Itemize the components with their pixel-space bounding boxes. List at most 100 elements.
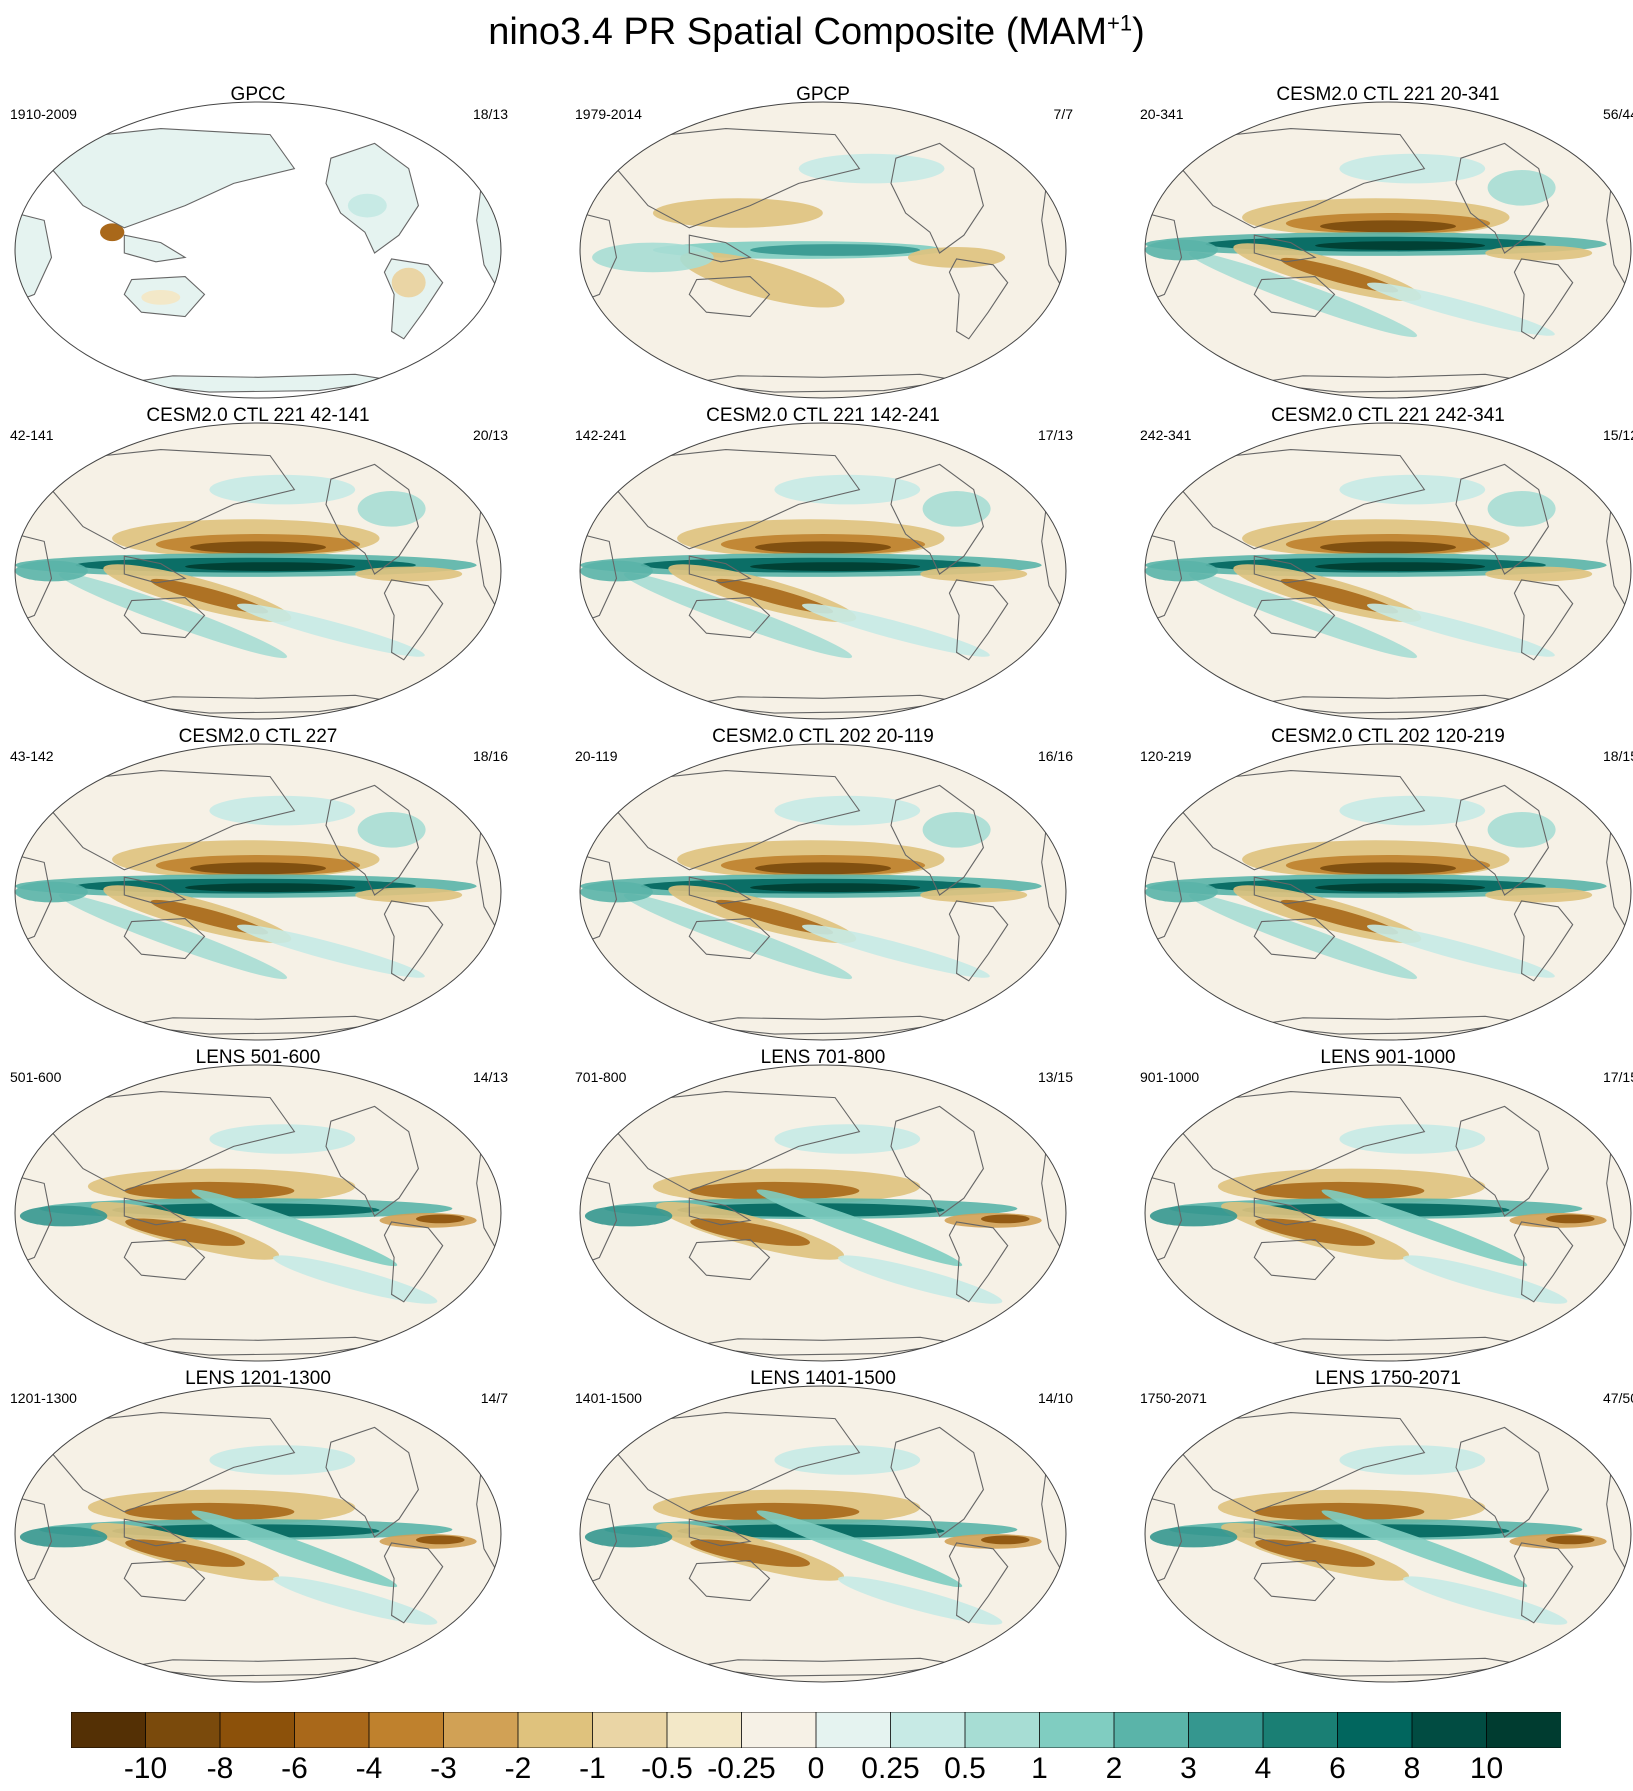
panel-title: LENS 1750-2071 — [1315, 1368, 1461, 1389]
figure-title: nino3.4 PR Spatial Composite (MAM+1) — [0, 8, 1633, 56]
panel-period: 1401-1500 — [575, 1390, 642, 1406]
panel-period: 42-141 — [10, 427, 54, 443]
panel-counts: 16/16 — [1037, 748, 1073, 764]
colorbar-tick-label: 4 — [1254, 1752, 1272, 1785]
colorbar-swatch — [1113, 1712, 1190, 1748]
map-panel: CESM2.0 CTL 202 120-219 120-219 18/15 — [1138, 726, 1633, 1044]
globe-map — [579, 422, 1067, 720]
map-panel: CESM2.0 CTL 221 242-341 242-341 15/12 — [1138, 405, 1633, 723]
colorbar — [71, 1712, 1561, 1748]
panel-period: 242-341 — [1140, 427, 1192, 443]
colorbar-swatch — [964, 1712, 1041, 1748]
colorbar-swatch — [71, 1712, 147, 1748]
panel-title: CESM2.0 CTL 221 20-341 — [1276, 84, 1500, 105]
globe-map — [14, 743, 502, 1041]
colorbar-tick-label: 6 — [1329, 1752, 1346, 1785]
colorbar-swatch — [1262, 1712, 1339, 1748]
colorbar-swatch — [815, 1712, 892, 1748]
globe-map — [14, 1385, 502, 1683]
panel-title: CESM2.0 CTL 227 — [178, 726, 338, 747]
panel-period: 20-119 — [575, 748, 618, 764]
globe-map — [579, 1064, 1067, 1362]
globe-map — [1144, 101, 1632, 399]
panel-title: CESM2.0 CTL 221 242-341 — [1271, 405, 1505, 426]
panel-counts: 14/10 — [1037, 1390, 1073, 1406]
colorbar-swatch — [666, 1712, 743, 1748]
panel-counts: 47/50 — [1602, 1390, 1633, 1406]
colorbar-swatch — [890, 1712, 966, 1748]
panel-title: LENS 701-800 — [760, 1047, 886, 1068]
figure-title-close: ) — [1132, 11, 1145, 53]
colorbar-swatch — [1337, 1712, 1413, 1748]
map-panel: CESM2.0 CTL 202 20-119 20-119 16/16 — [573, 726, 1073, 1044]
colorbar-tick-label: -0.5 — [641, 1752, 693, 1785]
globe-map — [1144, 1385, 1632, 1683]
map-panel: CESM2.0 CTL 227 43-142 18/16 — [8, 726, 508, 1044]
panel-counts: 17/15 — [1602, 1069, 1633, 1085]
panel-title: LENS 1401-1500 — [750, 1368, 896, 1389]
colorbar-tick-label: 2 — [1105, 1752, 1123, 1785]
colorbar-tick-label: -2 — [504, 1752, 532, 1785]
panel-period: 701-800 — [575, 1069, 627, 1085]
panel-period: 1201-1300 — [10, 1390, 77, 1406]
colorbar-swatch — [1486, 1712, 1561, 1748]
globe-map — [579, 101, 1067, 399]
colorbar-swatch — [368, 1712, 445, 1748]
map-panel: CESM2.0 CTL 221 42-141 42-141 20/13 — [8, 405, 508, 723]
panel-title: LENS 501-600 — [195, 1047, 321, 1068]
panel-title: CESM2.0 CTL 221 142-241 — [706, 405, 940, 426]
map-panel: LENS 1201-1300 1201-1300 14/7 — [8, 1368, 508, 1686]
colorbar-tick-label: 10 — [1469, 1752, 1504, 1785]
colorbar-tick-label: 0 — [807, 1752, 825, 1785]
panel-title: LENS 1201-1300 — [185, 1368, 331, 1389]
colorbar-swatch — [517, 1712, 594, 1748]
panel-period: 901-1000 — [1140, 1069, 1200, 1085]
panel-counts: 17/13 — [1037, 427, 1073, 443]
map-panel: LENS 501-600 501-600 14/13 — [8, 1047, 508, 1365]
colorbar-tick-label: -8 — [206, 1752, 234, 1785]
panel-counts: 56/44 — [1602, 106, 1633, 122]
colorbar-swatch — [443, 1712, 519, 1748]
colorbar-swatch — [145, 1712, 221, 1748]
colorbar-tick-label: 3 — [1180, 1752, 1197, 1785]
map-panel: GPCC 1910-2009 18/13 — [8, 84, 508, 402]
panel-counts: 7/7 — [1053, 106, 1073, 122]
colorbar-tick-label: -4 — [355, 1752, 383, 1785]
panel-title: CESM2.0 CTL 202 20-119 — [712, 726, 934, 747]
colorbar-tick-label: -3 — [430, 1752, 457, 1785]
panel-counts: 15/12 — [1602, 427, 1633, 443]
map-panel: LENS 1750-2071 1750-2071 47/50 — [1138, 1368, 1633, 1686]
panel-period: 120-219 — [1140, 748, 1192, 764]
colorbar-swatch — [294, 1712, 370, 1748]
panel-title: CESM2.0 CTL 202 120-219 — [1271, 726, 1505, 747]
panel-title: LENS 901-1000 — [1320, 1047, 1456, 1068]
colorbar-swatch — [592, 1712, 668, 1748]
panel-title: GPCC — [230, 84, 286, 105]
map-panel: LENS 1401-1500 1401-1500 14/10 — [573, 1368, 1073, 1686]
map-panel: GPCP 1979-2014 7/7 — [573, 84, 1073, 402]
globe-map — [1144, 743, 1632, 1041]
panel-period: 43-142 — [10, 748, 54, 764]
panel-period: 1750-2071 — [1140, 1390, 1207, 1406]
panel-period: 142-241 — [575, 427, 627, 443]
colorbar-tick-label: -10 — [123, 1752, 168, 1785]
globe-map — [14, 422, 502, 720]
panel-title: GPCP — [796, 84, 850, 105]
colorbar-tick-label: 0.5 — [944, 1752, 986, 1785]
colorbar-tick-label: 8 — [1403, 1752, 1421, 1785]
panel-counts: 18/15 — [1602, 748, 1633, 764]
colorbar-tick-label: -1 — [579, 1752, 606, 1785]
colorbar-tick-label: -0.25 — [707, 1752, 776, 1785]
colorbar-swatch — [1411, 1712, 1488, 1748]
panel-counts: 13/15 — [1037, 1069, 1073, 1085]
colorbar-tick-label: -6 — [281, 1752, 308, 1785]
colorbar-tick-label: 1 — [1031, 1752, 1048, 1785]
globe-map — [579, 1385, 1067, 1683]
panel-period: 501-600 — [10, 1069, 62, 1085]
colorbar-swatch — [741, 1712, 817, 1748]
panel-counts: 18/13 — [472, 106, 508, 122]
map-panel: CESM2.0 CTL 221 20-341 20-341 56/44 — [1138, 84, 1633, 402]
globe-map — [579, 743, 1067, 1041]
map-panel: LENS 901-1000 901-1000 17/15 — [1138, 1047, 1633, 1365]
colorbar-swatch — [1039, 1712, 1115, 1748]
